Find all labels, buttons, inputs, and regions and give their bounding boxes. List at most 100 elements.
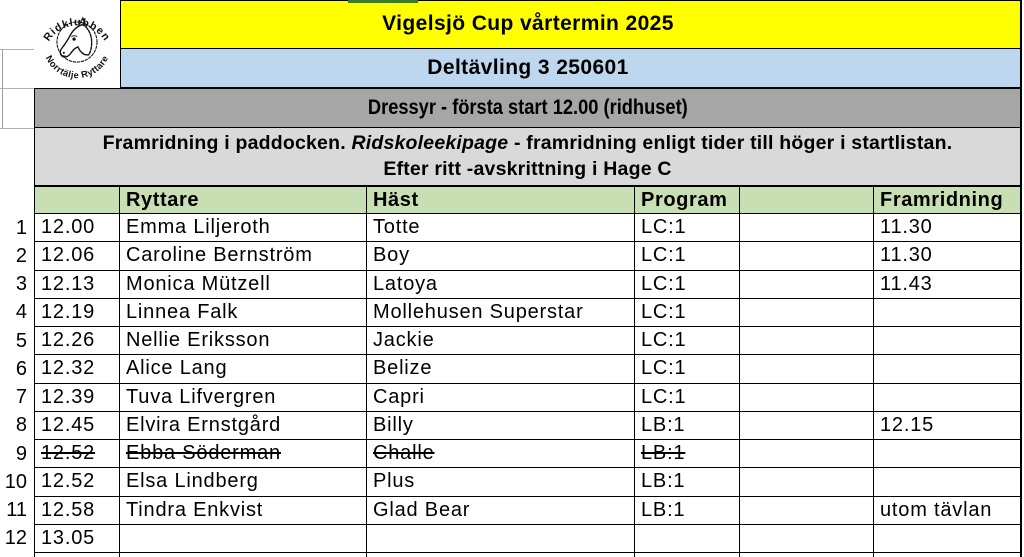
cell-time[interactable]: 12.32: [34, 355, 120, 384]
cell-extra[interactable]: [740, 327, 874, 356]
row-number[interactable]: 4: [15, 301, 27, 324]
cell-hast[interactable]: Plus: [367, 468, 635, 497]
row-number[interactable]: 10: [4, 470, 27, 493]
cell-ryttare[interactable]: Elsa Lindberg: [120, 468, 367, 497]
row-number[interactable]: 6: [15, 357, 27, 380]
sub-title-cell[interactable]: [120, 49, 1022, 88]
header-time[interactable]: [34, 187, 120, 214]
clipped-next-row: [34, 553, 1022, 557]
cell-program[interactable]: LC:1: [635, 327, 740, 356]
cell-hast[interactable]: Totte: [367, 214, 635, 243]
cell-time[interactable]: 12.45: [34, 411, 120, 440]
cell-ryttare[interactable]: Ebba Söderman: [120, 440, 367, 469]
cell-time[interactable]: 13.05: [34, 524, 120, 553]
cell-framridning[interactable]: utom tävlan: [874, 496, 1022, 525]
cell-time[interactable]: 12.19: [34, 298, 120, 327]
row-number[interactable]: 3: [15, 273, 27, 296]
cell-ryttare[interactable]: Tindra Enkvist: [120, 496, 367, 525]
cell-framridning[interactable]: [874, 383, 1022, 412]
cell-framridning[interactable]: [874, 355, 1022, 384]
cell-extra[interactable]: [740, 440, 874, 469]
note-cell[interactable]: Framridning i paddocken. Ridskoleekipage…: [34, 128, 1022, 186]
cell-program[interactable]: LC:1: [635, 214, 740, 243]
row-number[interactable]: 8: [15, 414, 27, 437]
cell-framridning[interactable]: 11.30: [874, 242, 1022, 271]
cell-program[interactable]: LB:1: [635, 440, 740, 469]
cell-framridning[interactable]: [874, 440, 1022, 469]
cell-program[interactable]: LC:1: [635, 242, 740, 271]
cell-time[interactable]: 12.26: [34, 327, 120, 356]
margin-gridline: [2, 49, 3, 128]
row-number[interactable]: 12: [4, 527, 27, 550]
cell-program[interactable]: LC:1: [635, 270, 740, 299]
header-program[interactable]: Program: [635, 187, 740, 214]
cell-hast[interactable]: [367, 524, 635, 553]
cell-time[interactable]: 12.13: [34, 270, 120, 299]
row-number[interactable]: 1: [15, 216, 27, 239]
cell-program[interactable]: LC:1: [635, 298, 740, 327]
cell-time[interactable]: 12.52: [34, 468, 120, 497]
cell-hast[interactable]: Jackie: [367, 327, 635, 356]
cell-ryttare[interactable]: Tuva Lifvergren: [120, 383, 367, 412]
row-number[interactable]: 2: [15, 244, 27, 267]
cell-hast[interactable]: Capri: [367, 383, 635, 412]
cell-time[interactable]: 12.06: [34, 242, 120, 271]
header-framridning[interactable]: Framridning: [874, 187, 1022, 214]
section-header-cell[interactable]: Dressyr - första start 12.00 (ridhuset): [34, 88, 1022, 128]
cell-extra[interactable]: [740, 298, 874, 327]
cell-extra[interactable]: [740, 524, 874, 553]
cell-program[interactable]: LB:1: [635, 468, 740, 497]
cell-program[interactable]: LB:1: [635, 411, 740, 440]
cell-extra[interactable]: [740, 468, 874, 497]
cell-program[interactable]: LB:1: [635, 496, 740, 525]
cell-framridning[interactable]: [874, 298, 1022, 327]
cell-hast[interactable]: Glad Bear: [367, 496, 635, 525]
cell-extra[interactable]: [740, 270, 874, 299]
cell-ryttare[interactable]: Emma Liljeroth: [120, 214, 367, 243]
header-hast[interactable]: Häst: [367, 187, 635, 214]
cell-ryttare[interactable]: Alice Lang: [120, 355, 367, 384]
cell-framridning[interactable]: [874, 327, 1022, 356]
cell-hast[interactable]: Latoya: [367, 270, 635, 299]
cell-hast[interactable]: Belize: [367, 355, 635, 384]
row-number[interactable]: 5: [15, 329, 27, 352]
row-number[interactable]: 7: [15, 386, 27, 409]
table-row: 12.45 Elvira Ernstgård Billy LB:1 12.15: [34, 411, 1022, 440]
cell-ryttare[interactable]: Elvira Ernstgård: [120, 411, 367, 440]
cell-extra[interactable]: [740, 411, 874, 440]
cell-framridning[interactable]: 11.43: [874, 270, 1022, 299]
cell-framridning[interactable]: 12.15: [874, 411, 1022, 440]
row-number[interactable]: 11: [6, 499, 27, 522]
table-row: 12.32 Alice Lang Belize LC:1: [34, 355, 1022, 384]
cell-extra[interactable]: [740, 214, 874, 243]
header-ryttare[interactable]: Ryttare: [120, 187, 367, 214]
cell-time[interactable]: 12.52: [34, 440, 120, 469]
cell-hast[interactable]: Billy: [367, 411, 635, 440]
cell-program[interactable]: LC:1: [635, 383, 740, 412]
main-title-cell[interactable]: [120, 0, 1022, 49]
cell-framridning[interactable]: [874, 524, 1022, 553]
cell-hast[interactable]: Challe: [367, 440, 635, 469]
table-body: 12.00 Emma Liljeroth Totte LC:1 11.30 12…: [34, 214, 1022, 553]
cell-ryttare[interactable]: Linnea Falk: [120, 298, 367, 327]
cell-ryttare[interactable]: Caroline Bernström: [120, 242, 367, 271]
cell-ryttare[interactable]: Monica Mützell: [120, 270, 367, 299]
cell-hast[interactable]: Boy: [367, 242, 635, 271]
cell-program[interactable]: LC:1: [635, 355, 740, 384]
cell-ryttare[interactable]: [120, 524, 367, 553]
cell-program[interactable]: [635, 524, 740, 553]
cell-extra[interactable]: [740, 383, 874, 412]
cell-framridning[interactable]: 11.30: [874, 214, 1022, 243]
club-logo-cell[interactable]: Ridklubben Norrtälje Ryttare: [34, 0, 120, 88]
cell-framridning[interactable]: [874, 468, 1022, 497]
cell-time[interactable]: 12.58: [34, 496, 120, 525]
header-extra[interactable]: [740, 187, 874, 214]
cell-extra[interactable]: [740, 242, 874, 271]
row-number[interactable]: 9: [15, 442, 27, 465]
cell-hast[interactable]: Mollehusen Superstar: [367, 298, 635, 327]
cell-time[interactable]: 12.00: [34, 214, 120, 243]
cell-time[interactable]: 12.39: [34, 383, 120, 412]
cell-extra[interactable]: [740, 496, 874, 525]
cell-extra[interactable]: [740, 355, 874, 384]
cell-ryttare[interactable]: Nellie Eriksson: [120, 327, 367, 356]
